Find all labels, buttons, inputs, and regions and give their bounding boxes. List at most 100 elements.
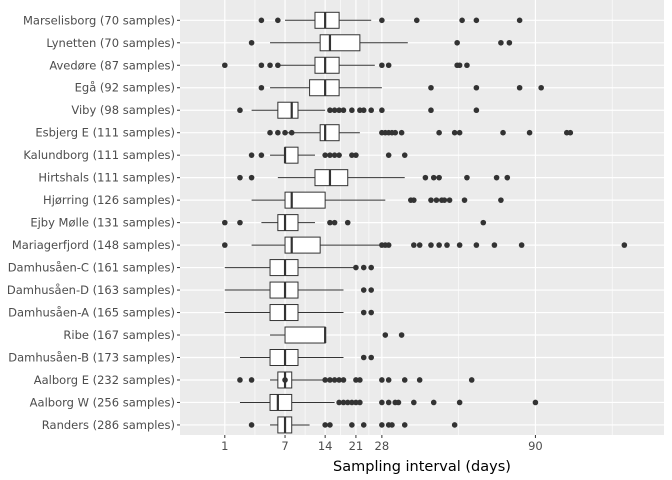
outlier-point xyxy=(275,129,281,136)
outlier-point xyxy=(336,107,342,114)
outlier-point xyxy=(237,219,243,226)
outlier-point xyxy=(322,377,328,383)
box-group xyxy=(258,11,523,29)
outlier-point xyxy=(422,174,429,181)
outlier-point xyxy=(498,197,504,203)
outlier-point xyxy=(416,377,423,383)
box-group xyxy=(258,79,544,97)
outlier-point xyxy=(327,107,333,114)
outlier-point xyxy=(428,242,434,248)
outlier-point xyxy=(349,152,355,158)
outlier-point xyxy=(385,62,392,69)
box-group xyxy=(237,101,480,119)
outlier-point xyxy=(567,129,574,136)
x-axis-title: Sampling interval (days) xyxy=(333,459,511,475)
outlier-point xyxy=(258,152,265,158)
outlier-point xyxy=(349,399,355,406)
outlier-point xyxy=(430,174,437,181)
box-iqr xyxy=(314,56,340,74)
y-axis-labels: Marselisborg (70 samples) Lynetten (70 sa… xyxy=(7,13,180,432)
outlier-point xyxy=(237,377,243,383)
box-group xyxy=(224,281,375,299)
outlier-point xyxy=(411,197,417,203)
outlier-point xyxy=(357,377,363,383)
box-group xyxy=(237,169,511,187)
outlier-point xyxy=(360,309,367,316)
outlier-point xyxy=(222,62,228,69)
outlier-point xyxy=(340,107,347,114)
outlier-point xyxy=(267,129,273,136)
box-iqr xyxy=(284,146,299,164)
outlier-point xyxy=(357,399,363,406)
outlier-point xyxy=(368,287,375,293)
outlier-point xyxy=(456,399,463,406)
outlier-point xyxy=(288,129,295,136)
outlier-point xyxy=(621,242,628,248)
outlier-point xyxy=(275,17,281,24)
outlier-point xyxy=(532,399,539,406)
outlier-point xyxy=(379,107,385,114)
outlier-point xyxy=(428,197,434,203)
outlier-point xyxy=(349,107,355,114)
outlier-point xyxy=(473,17,480,24)
outlier-point xyxy=(322,422,328,428)
outlier-point xyxy=(353,377,359,383)
x-tick-label: 28 xyxy=(375,439,390,453)
outlier-point xyxy=(451,422,458,428)
outlier-point xyxy=(436,242,442,248)
box-group xyxy=(239,393,539,411)
outlier-point xyxy=(401,152,408,158)
outlier-point xyxy=(395,399,402,406)
outlier-point xyxy=(237,174,243,181)
outlier-point xyxy=(538,84,544,91)
outlier-point xyxy=(275,62,281,69)
outlier-point xyxy=(336,152,342,158)
outlier-point xyxy=(430,399,437,406)
outlier-point xyxy=(504,174,511,181)
outlier-point xyxy=(428,107,434,114)
outlier-point xyxy=(248,174,255,181)
outlier-point xyxy=(498,39,504,46)
y-tick-label: Damhusåen-C (161 samples) xyxy=(8,261,175,275)
y-tick-label: Aalborg W (256 samples) xyxy=(30,395,175,409)
outlier-point xyxy=(379,377,385,383)
plot-panel xyxy=(180,0,664,435)
outlier-point xyxy=(401,422,408,428)
x-tick-label: 1 xyxy=(221,439,228,453)
y-tick-label: Egå (92 samples) xyxy=(75,81,175,95)
outlier-point xyxy=(327,377,333,383)
outlier-point xyxy=(327,152,333,158)
outlier-point xyxy=(344,399,351,406)
outlier-point xyxy=(360,264,367,271)
box-layer xyxy=(222,11,628,434)
box-group xyxy=(267,124,574,142)
outlier-point xyxy=(454,39,460,46)
outlier-point xyxy=(360,354,367,361)
outlier-point xyxy=(282,129,288,136)
outlier-point xyxy=(360,422,367,428)
outlier-point xyxy=(526,129,533,136)
outlier-point xyxy=(411,242,417,248)
outlier-point xyxy=(436,129,442,136)
box-iqr xyxy=(284,191,326,209)
outlier-point xyxy=(340,399,347,406)
outlier-point xyxy=(382,332,389,338)
outlier-point xyxy=(237,107,243,114)
box-group xyxy=(239,349,375,366)
outlier-point xyxy=(331,152,338,158)
x-tick-label: 7 xyxy=(281,439,288,453)
outlier-point xyxy=(385,242,392,248)
outlier-point xyxy=(267,62,273,69)
box-group xyxy=(237,371,475,389)
outlier-point xyxy=(258,17,265,24)
y-tick-label: Damhusåen-A (165 samples) xyxy=(8,306,175,320)
outlier-point xyxy=(444,242,450,248)
outlier-point xyxy=(461,197,468,203)
outlier-point xyxy=(344,219,351,226)
box-iqr xyxy=(319,34,361,52)
outlier-point xyxy=(353,264,359,271)
outlier-point xyxy=(389,422,395,428)
outlier-point xyxy=(368,309,375,316)
outlier-point xyxy=(428,84,434,91)
